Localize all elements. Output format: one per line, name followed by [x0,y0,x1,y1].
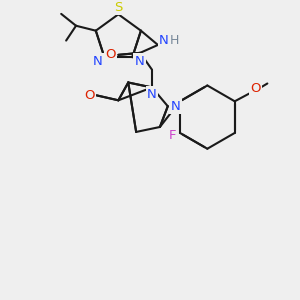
Text: N: N [171,100,181,113]
Text: N: N [147,88,157,101]
Text: H: H [170,34,179,47]
Text: N: N [134,55,144,68]
Text: O: O [250,82,261,95]
Text: N: N [93,55,102,68]
Text: N: N [159,34,169,47]
Text: F: F [168,129,176,142]
Text: O: O [105,48,116,61]
Text: O: O [84,89,95,102]
Text: S: S [114,1,123,14]
